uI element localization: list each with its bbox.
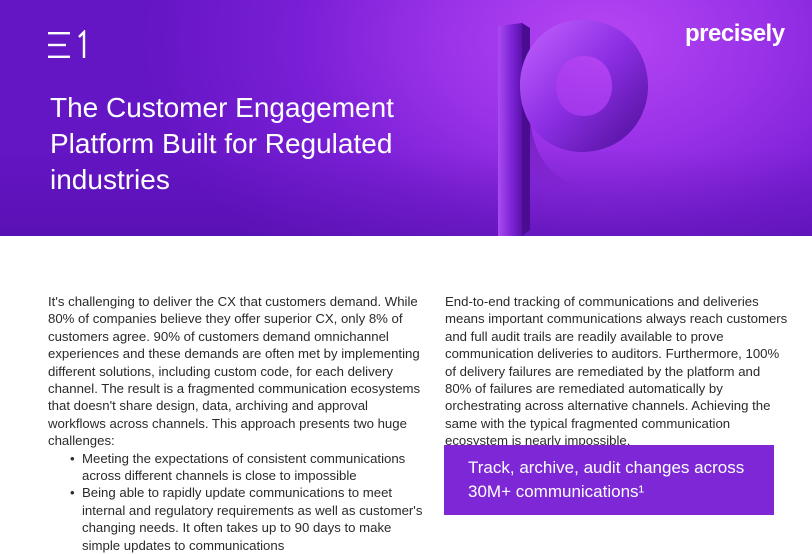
precisely-logo: precisely <box>685 20 785 47</box>
list-item: • Being able to rapidly update communica… <box>70 484 424 554</box>
precisely-p-mark-icon <box>498 20 648 236</box>
bullet-icon: • <box>70 450 75 466</box>
bullet-icon: • <box>70 485 75 501</box>
doc-id-mark: E1 <box>48 30 86 58</box>
challenge-list: • Meeting the expectations of consistent… <box>48 450 424 554</box>
intro-paragraph: It's challenging to deliver the CX that … <box>48 294 421 449</box>
page-title: The Customer Engagement Platform Built f… <box>50 92 394 195</box>
list-item-text: Meeting the expectations of consistent c… <box>82 450 406 484</box>
hero-floor-shade <box>0 150 812 236</box>
list-item: • Meeting the expectations of consistent… <box>70 450 424 485</box>
hero-banner: E1 precisely The Customer Engagement Pla… <box>0 0 812 236</box>
right-column: End-to-end tracking of communications an… <box>445 293 790 450</box>
tracking-paragraph: End-to-end tracking of communications an… <box>445 294 788 449</box>
callout-text: Track, archive, audit changes across 30M… <box>468 458 745 501</box>
left-column: It's challenging to deliver the CX that … <box>48 293 424 554</box>
callout-box: Track, archive, audit changes across 30M… <box>444 445 774 515</box>
list-item-text: Being able to rapidly update communicati… <box>82 485 423 553</box>
